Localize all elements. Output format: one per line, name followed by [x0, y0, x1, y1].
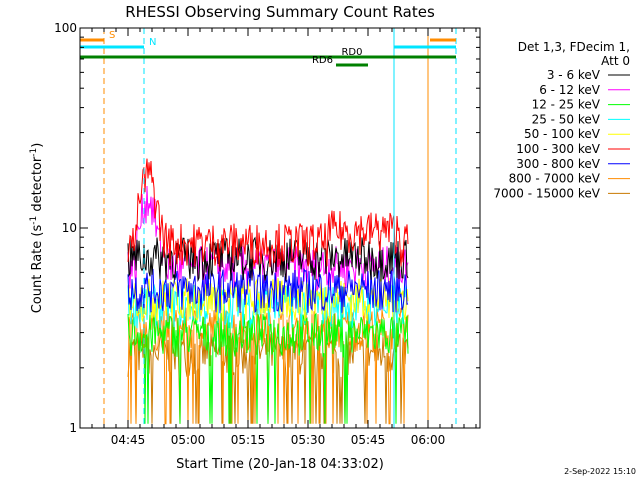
y-axis-label: Count Rate (s-1 detector-1)	[29, 143, 45, 314]
timestamp-footer: 2-Sep-2022 15:10	[564, 467, 636, 476]
x-axis-label: Start Time (20-Jan-18 04:33:02)	[176, 457, 384, 472]
annotation-bar-layer: S N RD0 RD6	[80, 30, 456, 67]
legend-header-line: Det 1,3, FDecim 1,	[518, 40, 630, 54]
legend-entry-label: 7000 - 15000 keV	[493, 186, 600, 200]
vertical-marker-layer	[103, 28, 457, 428]
legend-entry-label: 3 - 6 keV	[547, 68, 601, 82]
legend-entry-label: 800 - 7000 keV	[509, 172, 601, 186]
chart-title: RHESSI Observing Summary Count Rates	[125, 3, 435, 21]
x-tick-label: 06:00	[411, 433, 446, 447]
annotation-label: N	[149, 37, 156, 48]
y-tick-label: 10	[62, 221, 77, 235]
y-tick-label: 1	[69, 421, 77, 435]
annotation-label: S	[109, 30, 115, 41]
x-tick-label: 05:30	[291, 433, 326, 447]
y-axis-label-exp: -1	[29, 216, 39, 225]
legend-entry-label: 300 - 800 keV	[516, 157, 600, 171]
y-axis-label-exp: -1	[29, 148, 39, 157]
x-tick-label: 05:15	[231, 433, 266, 447]
legend-header-line: Att 0	[601, 54, 630, 68]
series-trace	[127, 236, 409, 282]
y-axis-label-part: Count Rate (s	[30, 225, 45, 314]
data-series-layer	[127, 158, 409, 425]
x-tick-label: 04:45	[111, 433, 146, 447]
x-tick-label: 05:00	[171, 433, 206, 447]
legend-entry-label: 12 - 25 keV	[532, 98, 601, 112]
legend-entry-label: 6 - 12 keV	[539, 83, 601, 97]
series-trace	[127, 158, 409, 268]
legend-entry-label: 25 - 50 keV	[532, 112, 601, 126]
y-tick-label: 100	[54, 21, 77, 35]
legend-entry-label: 100 - 300 keV	[516, 142, 600, 156]
legend-entry-label: 50 - 100 keV	[524, 127, 601, 141]
y-axis-label-part: )	[30, 143, 45, 148]
annotation-label: RD0	[341, 47, 362, 58]
series-trace	[127, 312, 409, 424]
y-axis-label-part: detector	[30, 156, 45, 216]
axis-layer: 1 10 100 04:45 05:00 05:15 05:30 05:45 06:00	[54, 21, 480, 447]
x-tick-label: 05:45	[351, 433, 386, 447]
annotation-label: RD6	[312, 55, 333, 66]
